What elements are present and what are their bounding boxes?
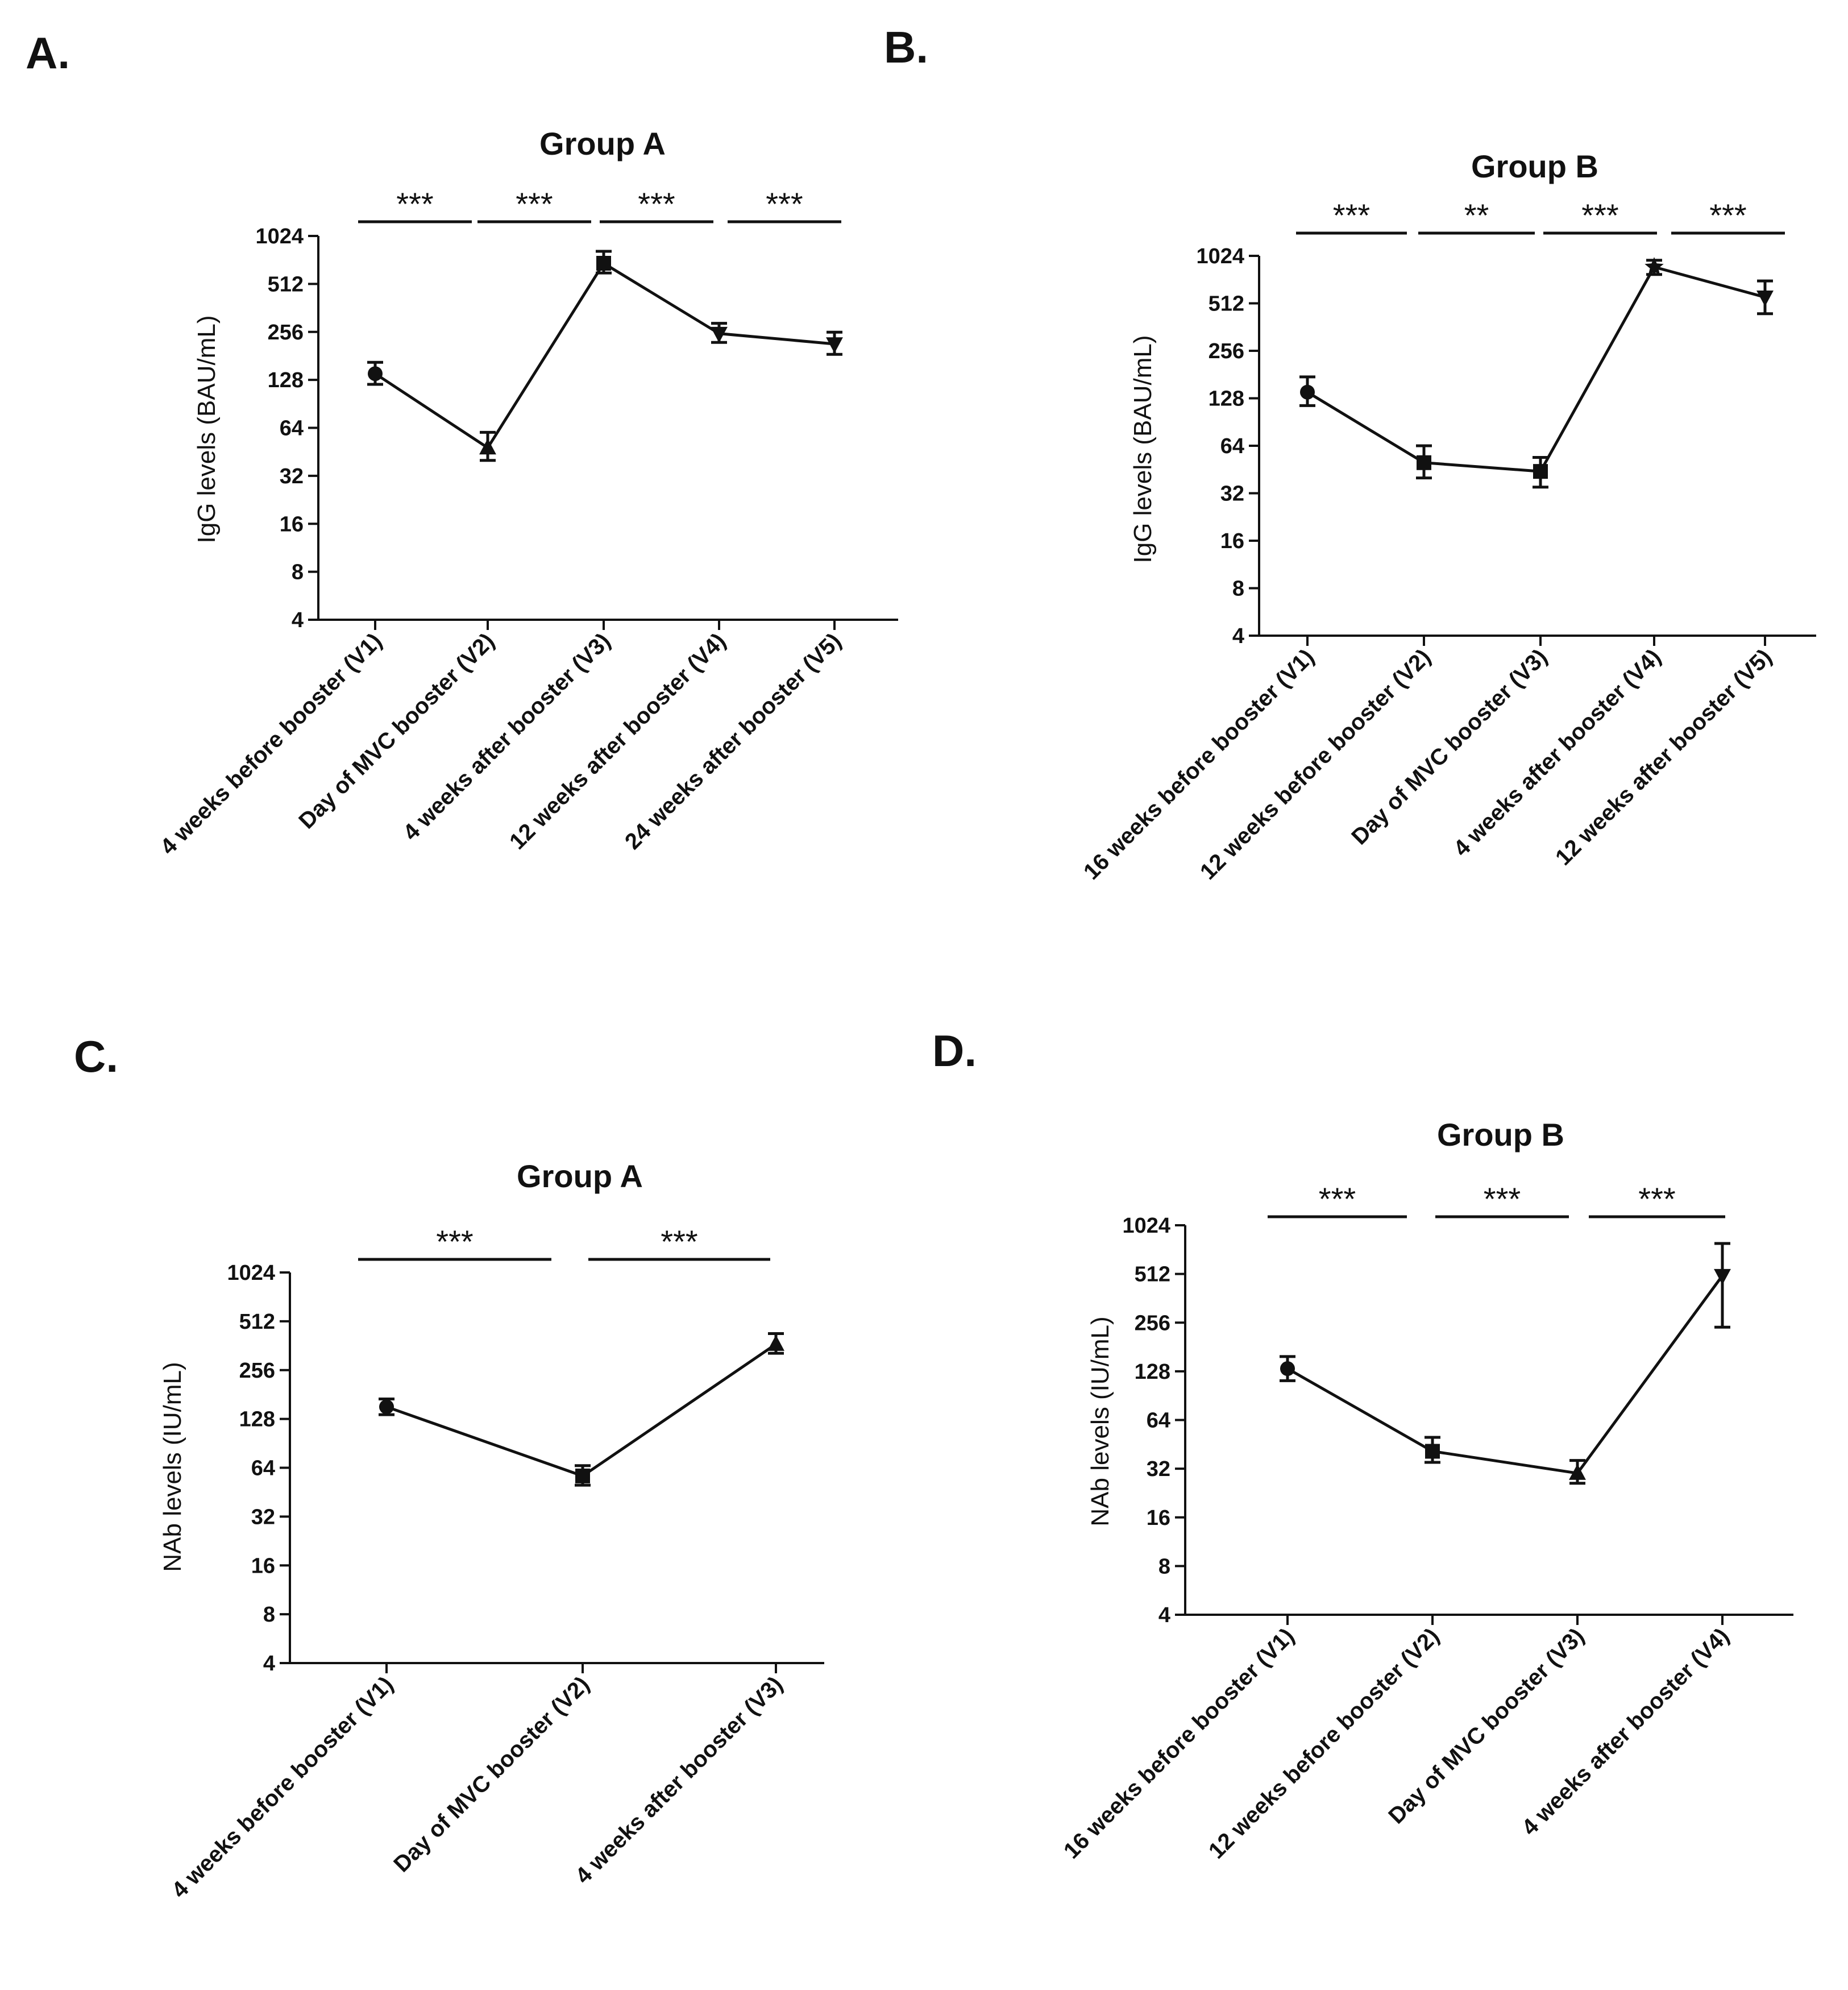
chart-d-title: Group B [1437,1117,1564,1152]
y-tick-label: 512 [1135,1263,1170,1287]
data-point [711,326,728,343]
y-tick-label: 8 [292,561,304,584]
data-point [1280,1361,1295,1377]
data-point [1425,1444,1440,1459]
significance-label: *** [1319,1181,1356,1217]
significance-label: *** [436,1224,473,1259]
chart-b-y-label: IgG levels (BAU/mL) [1129,335,1157,563]
y-tick-label: 32 [251,1505,275,1529]
chart-a-title: Group A [539,126,666,161]
y-tick-label: 16 [280,512,304,536]
data-point [1569,1464,1586,1480]
chart-d-y-label: NAb levels (IU/mL) [1086,1316,1114,1526]
y-tick-label: 4 [1232,624,1244,648]
y-tick-label: 512 [239,1310,275,1334]
y-tick-label: 4 [263,1652,275,1676]
y-tick-label: 256 [268,321,304,345]
y-tick-label: 1024 [255,225,304,248]
y-tick-label: 4 [292,608,304,632]
y-tick-label: 1024 [227,1261,275,1285]
chart-c-y-label: NAb levels (IU/mL) [159,1362,186,1572]
data-point [596,256,611,271]
chart-c-title: Group A [517,1158,643,1194]
significance-label: *** [766,186,803,222]
data-point [826,337,843,354]
panel-letter-a: A. [26,28,70,78]
y-tick-label: 128 [268,368,304,392]
series-line [1286,1275,1724,1475]
y-tick-label: 512 [268,272,304,296]
data-point [368,366,383,382]
data-point [575,1468,590,1483]
significance-label: *** [396,186,433,222]
significance-label: *** [661,1224,697,1259]
y-tick-label: 128 [239,1408,275,1432]
y-tick-label: 1024 [1196,244,1244,268]
y-tick-label: 256 [1135,1311,1170,1335]
panel-letter-c: C. [74,1031,118,1081]
data-point [1756,291,1774,306]
y-tick-label: 256 [239,1359,275,1383]
data-point [1300,384,1315,400]
y-tick-label: 8 [1158,1554,1170,1578]
y-tick-label: 512 [1209,292,1244,316]
data-point [1417,455,1431,470]
significance-label: *** [1484,1181,1521,1217]
significance-label: *** [516,186,553,222]
chart-a-y-label: IgG levels (BAU/mL) [193,316,221,544]
significance-label: ** [1464,197,1489,233]
y-tick-label: 1024 [1122,1214,1170,1238]
y-tick-label: 32 [1147,1457,1170,1481]
significance-label: *** [1638,1181,1675,1217]
panel-letter-b: B. [884,22,928,72]
y-tick-label: 64 [1147,1409,1170,1433]
y-tick-label: 8 [263,1603,275,1627]
y-tick-label: 32 [280,465,304,488]
significance-label: *** [638,186,675,222]
y-tick-label: 128 [1209,387,1244,411]
data-point [379,1399,394,1415]
y-tick-label: 128 [1135,1360,1170,1384]
significance-label: *** [1709,197,1746,233]
data-point [1533,464,1548,479]
data-point [479,438,496,455]
data-point [767,1334,784,1351]
y-tick-label: 16 [1220,529,1244,553]
data-point [1714,1268,1731,1285]
y-tick-label: 16 [251,1554,275,1578]
y-tick-label: 8 [1232,577,1244,601]
y-tick-label: 64 [1220,434,1244,458]
data-point [1644,257,1664,275]
panel-letter-d: D. [932,1026,977,1076]
y-tick-label: 256 [1209,339,1244,363]
significance-label: *** [1581,197,1618,233]
chart-b-title: Group B [1471,148,1598,184]
significance-label: *** [1333,197,1370,233]
y-tick-label: 4 [1158,1603,1170,1627]
y-tick-label: 64 [251,1457,275,1481]
y-tick-label: 16 [1147,1506,1170,1530]
y-tick-label: 64 [280,417,304,441]
y-tick-label: 32 [1220,482,1244,506]
